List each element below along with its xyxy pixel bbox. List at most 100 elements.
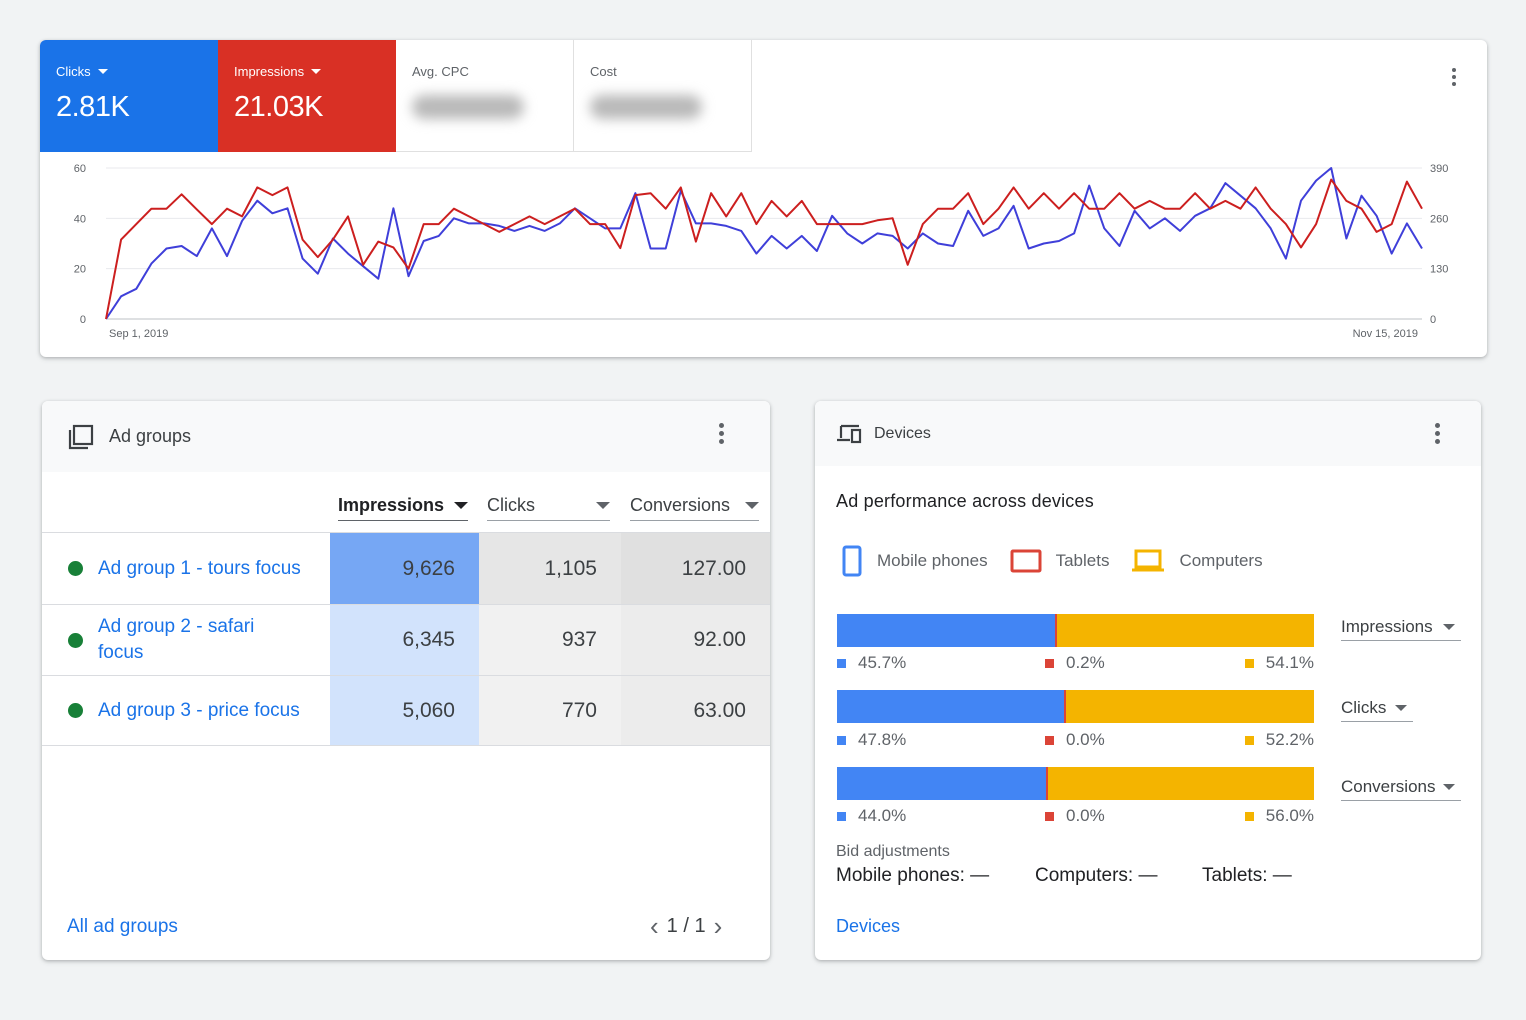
- cost-metric-tile[interactable]: Cost: [574, 40, 752, 152]
- clicks-metric-select[interactable]: Clicks: [1341, 694, 1413, 722]
- tablet-percent: 0.0%: [1045, 806, 1105, 826]
- impressions-column-header[interactable]: Impressions: [338, 491, 468, 521]
- status-enabled-icon: [68, 632, 83, 648]
- table-row[interactable]: Ad group 2 - safari focus 6,345 937 92.0…: [42, 605, 770, 675]
- conversions-cell: 63.00: [621, 676, 770, 745]
- x-end-tick-label: Nov 15, 2019: [1353, 328, 1418, 340]
- cost-metric-label: Cost: [590, 64, 617, 79]
- computer-square-icon: [1244, 735, 1254, 745]
- more-vert-icon[interactable]: [1451, 68, 1457, 86]
- impressions-metric-value: 21.03K: [234, 91, 323, 123]
- bid-adjustment-mobile: Mobile phones: —: [836, 865, 990, 886]
- performance-line-chart: 0 20 40 60 0 130 260 390 Sep 1, 2019 Nov 15, 2019: [74, 163, 1449, 340]
- metric-select-label: Impressions: [1341, 616, 1433, 636]
- laptop-icon: [1132, 549, 1165, 572]
- avg-cpc-blurred-value: [412, 95, 524, 119]
- bar-segment-computer: [1048, 767, 1314, 800]
- devices-link[interactable]: Devices: [836, 916, 901, 936]
- mobile-square-icon: [837, 658, 846, 668]
- dropdown-caret-icon[interactable]: [311, 69, 322, 74]
- legend-tablet-label: Tablets: [1055, 551, 1110, 570]
- y-left-tick-label: 0: [80, 314, 86, 326]
- bar-segment-tablet: [1054, 614, 1057, 647]
- computer-square-icon: [1244, 658, 1254, 668]
- ad-group-link[interactable]: Ad group 3 - price focus: [98, 699, 300, 721]
- bid-adjustments-label: Bid adjustments: [836, 843, 950, 860]
- tablet-percent-label: 0.0%: [1066, 806, 1105, 825]
- series-line-clicks: [105, 167, 1423, 320]
- tablet-percent-label: 0.2%: [1066, 653, 1105, 672]
- avg-cpc-metric-label: Avg. CPC: [412, 64, 469, 79]
- ad-group-link[interactable]: Ad group 2 - safari focus: [98, 616, 255, 663]
- devices-subtitle: Ad performance across devices: [836, 491, 1094, 511]
- mobile-percent-label: 47.8%: [858, 730, 907, 749]
- computer-percent-label: 52.2%: [1265, 730, 1314, 749]
- ad-groups-card-header: Ad groups: [42, 401, 770, 472]
- mobile-square-icon: [837, 735, 846, 745]
- mobile-percent: 45.7%: [837, 653, 906, 673]
- mobile-percent: 44.0%: [837, 806, 906, 826]
- table-row[interactable]: Ad group 1 - tours focus 9,626 1,105 127…: [42, 533, 770, 604]
- ad-group-name-cell: Ad group 1 - tours focus: [42, 533, 330, 604]
- y-right-tick-label: 260: [1430, 213, 1448, 225]
- computer-percent-label: 56.0%: [1265, 806, 1314, 825]
- dropdown-caret-icon: [1395, 704, 1407, 711]
- computer-percent: 52.2%: [1244, 730, 1314, 750]
- impressions-cell: 5,060: [330, 676, 479, 745]
- conversions-metric-select[interactable]: Conversions: [1341, 773, 1461, 801]
- tablet-square-icon: [1045, 735, 1054, 745]
- chevron-right-icon[interactable]: ›: [713, 911, 723, 941]
- impressions-metric-label: Impressions: [234, 64, 305, 79]
- clicks-column-header[interactable]: Clicks: [487, 491, 610, 521]
- table-divider: [42, 532, 770, 533]
- impressions-metric-select[interactable]: Impressions: [1341, 613, 1461, 641]
- clicks-metric-tile[interactable]: Clicks 2.81K: [40, 40, 218, 152]
- more-vert-icon[interactable]: [1434, 423, 1440, 444]
- bar-segment-tablet: [1046, 767, 1048, 800]
- impressions-cell: 9,626: [330, 533, 479, 604]
- clicks-metric-label: Clicks: [56, 64, 91, 79]
- ad-groups-card: Ad groups Impressions Clicks Conversions…: [42, 401, 770, 960]
- metric-tiles: Clicks 2.81K Impressions 21.03K Avg. CPC…: [40, 40, 752, 152]
- legend-computer: Computers: [1131, 549, 1263, 573]
- bar-segment-computer: [1066, 690, 1314, 723]
- y-right-tick-label: 130: [1430, 264, 1448, 276]
- conversions-column-header[interactable]: Conversions: [630, 491, 759, 521]
- impressions-cell: 6,345: [330, 605, 479, 675]
- bar-segment-mobile: [837, 690, 1065, 723]
- ad-group-name-cell: Ad group 3 - price focus: [42, 676, 330, 745]
- dropdown-caret-icon[interactable]: [97, 69, 108, 74]
- legend-mobile-label: Mobile phones: [877, 551, 988, 570]
- all-ad-groups-link[interactable]: All ad groups: [67, 916, 178, 937]
- mobile-percent-label: 44.0%: [858, 806, 907, 825]
- computer-percent-label: 54.1%: [1265, 653, 1314, 672]
- avg-cpc-metric-tile[interactable]: Avg. CPC: [396, 40, 574, 152]
- phone-icon: [842, 545, 862, 577]
- y-left-tick-label: 40: [74, 213, 86, 225]
- dropdown-caret-icon: [1443, 783, 1455, 790]
- mobile-percent: 47.8%: [837, 730, 906, 750]
- mobile-percent-label: 45.7%: [858, 653, 907, 672]
- impressions-metric-tile[interactable]: Impressions 21.03K: [218, 40, 396, 152]
- dropdown-caret-icon: [745, 502, 759, 509]
- legend-computer-label: Computers: [1179, 551, 1263, 570]
- table-row[interactable]: Ad group 3 - price focus 5,060 770 63.00: [42, 676, 770, 745]
- bar-segment-mobile: [837, 767, 1046, 800]
- more-vert-icon[interactable]: [718, 423, 724, 444]
- ad-group-link[interactable]: Ad group 1 - tours focus: [98, 557, 301, 579]
- chevron-left-icon[interactable]: ‹: [650, 911, 659, 941]
- conversions-device-bar: [837, 767, 1314, 800]
- ad-groups-title: Ad groups: [109, 426, 192, 446]
- computer-percent: 54.1%: [1244, 653, 1314, 673]
- status-enabled-icon: [68, 703, 83, 718]
- tablet-percent: 0.2%: [1045, 653, 1105, 673]
- series-line-impressions: [105, 178, 1423, 320]
- legend-mobile: Mobile phones: [841, 545, 988, 577]
- impressions-device-bar: [837, 614, 1314, 647]
- clicks-cell: 1,105: [479, 533, 621, 604]
- table-divider: [42, 675, 770, 676]
- performance-overview-card: Clicks 2.81K Impressions 21.03K Avg. CPC…: [40, 40, 1487, 357]
- impressions-percent-row: 45.7% 0.2% 54.1%: [837, 653, 1314, 673]
- y-right-tick-label: 390: [1430, 163, 1448, 175]
- tablet-square-icon: [1045, 658, 1054, 668]
